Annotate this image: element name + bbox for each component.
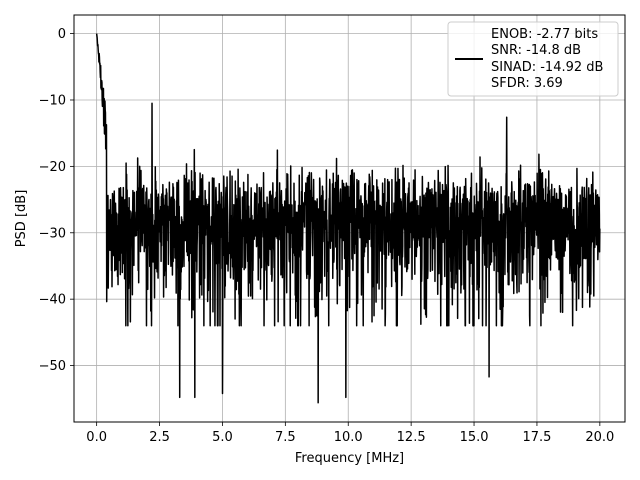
y-axis: 0 −10 −20 −30 −40 −50	[39, 27, 74, 374]
x-axis-label: Frequency [MHz]	[295, 451, 404, 466]
x-tick-label: 0.0	[86, 430, 107, 445]
legend-line-snr: SNR: -14.8 dB	[491, 43, 581, 58]
legend-line-sinad: SINAD: -14.92 dB	[491, 60, 603, 75]
y-axis-label: PSD [dB]	[14, 190, 29, 248]
x-axis: 0.0 2.5 5.0 7.5 10.0 12.5 15.0 17.5 20.0	[86, 422, 614, 445]
x-tick-label: 10.0	[334, 430, 363, 445]
y-tick-label: −40	[39, 293, 66, 308]
plot-frame	[73, 14, 626, 423]
x-tick-label: 20.0	[585, 430, 614, 445]
y-tick-label: 0	[58, 27, 66, 42]
legend-line-sfdr: SFDR: 3.69	[491, 76, 563, 91]
series-group	[95, 33, 601, 404]
legend-box	[447, 21, 619, 97]
x-tick-label: 17.5	[522, 430, 551, 445]
psd-series-line	[95, 33, 601, 404]
legend: ENOB: -2.77 bits SNR: -14.8 dB SINAD: -1…	[447, 21, 619, 97]
y-tick-label: −10	[39, 93, 66, 108]
y-tick-label: −50	[39, 359, 66, 374]
x-tick-label: 7.5	[275, 430, 296, 445]
y-tick-label: −30	[39, 226, 66, 241]
x-tick-label: 2.5	[149, 430, 170, 445]
x-tick-label: 12.5	[397, 430, 426, 445]
x-tick-label: 5.0	[212, 430, 233, 445]
y-tick-label: −20	[39, 160, 66, 175]
x-tick-label: 15.0	[460, 430, 489, 445]
legend-line-enob: ENOB: -2.77 bits	[491, 27, 598, 42]
